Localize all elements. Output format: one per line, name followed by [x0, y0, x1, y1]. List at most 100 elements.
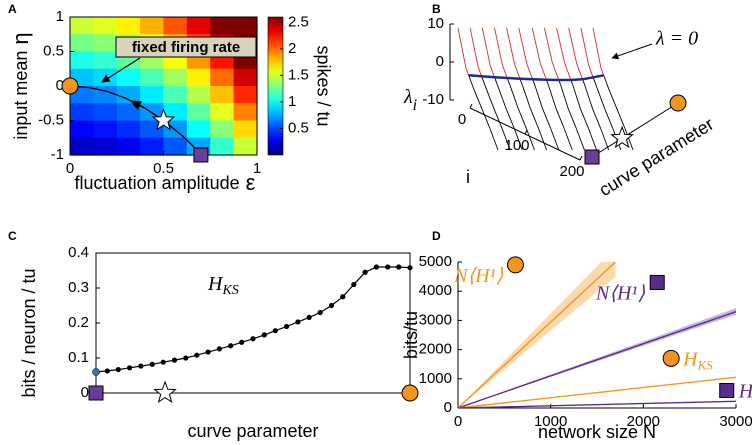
spectrum-segment	[502, 65, 508, 79]
label-text: H	[738, 380, 752, 402]
spectrum-segment	[457, 27, 467, 69]
marker-star	[151, 108, 176, 131]
data-point	[126, 365, 133, 371]
heatmap-cell	[210, 68, 235, 87]
label-sub: i	[413, 97, 417, 114]
data-point	[183, 355, 189, 361]
spectrum-segment	[580, 108, 589, 129]
heatmap-cell	[116, 17, 141, 35]
x-tick-label: 3000	[719, 413, 752, 430]
heatmap-cell	[70, 51, 94, 70]
heatmap-cell	[93, 137, 118, 156]
spectrum-segment	[518, 108, 527, 129]
data-point	[216, 346, 223, 352]
x-tick-label: 200	[559, 163, 584, 180]
x-tick-label: 1000	[534, 413, 567, 430]
x-axis-label: curve parameter	[187, 421, 318, 441]
spectrum-segment	[567, 108, 577, 129]
heatmap-cell	[140, 86, 165, 104]
heatmap-cell	[210, 137, 235, 156]
series-label: N⟨H¹⟩	[595, 282, 646, 304]
spectrum-segment	[534, 84, 544, 110]
data-line	[458, 262, 616, 408]
colorbar-tick-label: 1	[288, 93, 296, 110]
panel-letter: C	[8, 229, 17, 243]
marker-circle	[662, 349, 680, 367]
x-tick-label: 0	[66, 160, 74, 177]
spectrum-segment	[481, 76, 487, 89]
data-point	[362, 269, 368, 275]
panel-letter: B	[432, 2, 441, 16]
x-tick-label: 0	[454, 413, 462, 430]
spectrum-segment	[514, 64, 521, 79]
x-tick-label: 0.5	[153, 160, 174, 177]
heatmap-cell	[210, 120, 235, 139]
y-tick-label: 0.1	[68, 349, 89, 366]
spectrum-segment	[465, 68, 470, 76]
data-point	[261, 332, 267, 338]
spectrum-segment	[550, 128, 560, 151]
marker-square	[193, 147, 209, 163]
x-tick-label: 2000	[627, 413, 660, 430]
spectrum-segment	[575, 128, 585, 151]
heatmap-cell	[116, 120, 141, 139]
data-line	[458, 376, 736, 408]
data-line	[95, 266, 411, 373]
data-line	[458, 400, 736, 408]
heatmap-cell	[93, 68, 118, 87]
heatmap-cell	[233, 17, 258, 35]
y-tick-label: -1	[51, 146, 64, 163]
data-point	[272, 328, 278, 334]
data-point	[194, 352, 200, 358]
spectrum-segment	[603, 75, 610, 90]
contour-arrow	[130, 100, 143, 110]
x-tick	[469, 103, 473, 109]
heatmap-cell	[93, 120, 118, 139]
spectrum-segment	[477, 66, 483, 77]
marker-circle	[61, 77, 79, 95]
heatmap-cell	[140, 68, 165, 87]
label-text: N⟨H¹⟩	[453, 265, 504, 287]
spectrum-segment	[559, 84, 569, 110]
marker-square	[719, 382, 735, 398]
data-point	[205, 349, 211, 355]
spectrum-segment	[497, 87, 507, 110]
heatmap-cell	[93, 103, 118, 122]
x-axis-label: i	[466, 167, 470, 187]
data-point	[160, 359, 166, 365]
annotation: λ = 0	[655, 28, 698, 50]
spectrum-segment	[584, 84, 594, 110]
heatmap-cell	[233, 103, 258, 122]
z-tick-label: -10	[422, 91, 444, 108]
annotation: HKS	[207, 273, 239, 299]
heatmap-cell	[210, 86, 235, 104]
heatmap-cell	[186, 68, 211, 87]
marker-square	[88, 385, 104, 401]
y-tick-label: 0.5	[43, 42, 64, 59]
spectrum-segment	[469, 27, 479, 68]
data-point	[306, 314, 312, 320]
annotation-arrow	[101, 57, 141, 83]
x-axis-label: fluctuation amplitude ε	[75, 170, 256, 195]
panel-letter: D	[432, 229, 441, 243]
spectrum-segment	[616, 108, 626, 129]
colorbar-label: spikes / tu	[313, 45, 333, 126]
data-point	[373, 264, 380, 270]
y-tick-label: 0.3	[68, 279, 89, 296]
heatmap-cell	[93, 34, 118, 53]
marker-square	[584, 149, 600, 165]
y-tick-label: 3000	[419, 311, 452, 328]
heatmap-cell	[116, 86, 141, 104]
heatmap-cell	[233, 68, 258, 87]
data-point	[115, 366, 121, 373]
spectrum-segment	[572, 84, 581, 110]
colorbar-tick-label: 2	[288, 40, 296, 57]
data-point	[340, 294, 346, 300]
data-point	[295, 319, 301, 325]
heatmap-cell	[163, 86, 188, 104]
spectrum-segment	[600, 128, 610, 151]
spectrum-segment	[518, 27, 528, 64]
heatmap-cell	[163, 68, 188, 87]
colorbar-tick-label: 1.5	[288, 66, 309, 83]
confidence-band	[458, 308, 736, 408]
